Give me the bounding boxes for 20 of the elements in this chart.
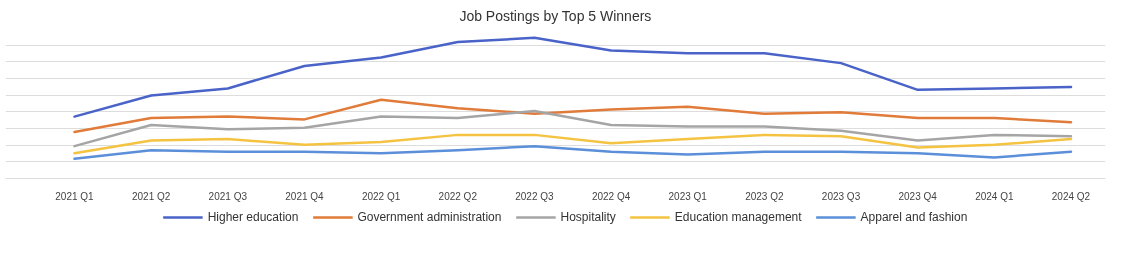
x-tick-label: 2021 Q3 <box>208 190 248 202</box>
legend-label: Government administration <box>357 210 502 224</box>
legend-label: Apparel and fashion <box>860 210 968 224</box>
x-tick-label: 2023 Q3 <box>821 190 861 202</box>
x-tick-label: 2024 Q2 <box>1051 190 1091 202</box>
legend-label: Education management <box>674 210 802 224</box>
x-tick-label: 2021 Q1 <box>55 190 95 202</box>
x-tick-label: 2022 Q4 <box>591 190 631 202</box>
x-tick-label: 2021 Q4 <box>285 190 325 202</box>
chart-title: Job Postings by Top 5 Winners <box>459 7 652 24</box>
x-tick-label: 2023 Q2 <box>745 190 785 202</box>
x-tick-label: 2022 Q3 <box>515 190 555 202</box>
legend-label: Higher education <box>207 210 299 224</box>
x-tick-label: 2023 Q4 <box>898 190 938 202</box>
x-tick-label: 2022 Q2 <box>438 190 478 202</box>
legend-label: Hospitality <box>560 210 616 224</box>
x-tick-label: 2022 Q1 <box>361 190 401 202</box>
x-tick-label: 2021 Q2 <box>131 190 171 202</box>
x-tick-label: 2023 Q1 <box>668 190 708 202</box>
x-tick-label: 2024 Q1 <box>975 190 1014 202</box>
